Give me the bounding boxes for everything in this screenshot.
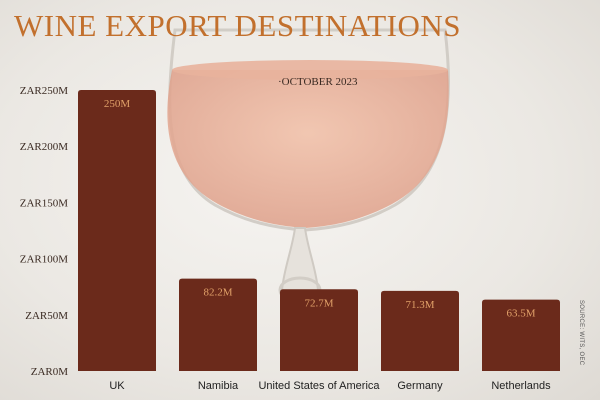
- chart-subtitle-text: OCTOBER 2023: [281, 76, 358, 88]
- y-tick-label: ZAR150M: [20, 197, 69, 209]
- bar: [179, 278, 257, 371]
- bar-value-label: 250M: [104, 98, 131, 110]
- bar: [381, 290, 459, 371]
- y-tick-label: ZAR0M: [31, 366, 69, 378]
- chart-subtitle: ·OCTOBER 2023: [278, 76, 358, 88]
- x-category-label: UK: [109, 380, 125, 392]
- y-tick-label: ZAR50M: [25, 310, 68, 322]
- source-note: SOURCE: WITS, OEC: [578, 300, 584, 366]
- bar-value-label: 71.3M: [405, 299, 434, 311]
- y-tick-label: ZAR100M: [20, 254, 69, 266]
- chart-title: WINE EXPORT DESTINATIONS: [14, 8, 461, 43]
- x-category-label: Netherlands: [491, 380, 551, 392]
- bar: [78, 90, 156, 371]
- x-category-label: Germany: [397, 380, 443, 392]
- bar-value-label: 63.5M: [506, 308, 535, 320]
- bar-value-label: 72.7M: [304, 297, 333, 309]
- bar-value-label: 82.2M: [203, 287, 232, 299]
- bar: [482, 299, 560, 371]
- x-category-label: United States of America: [258, 380, 380, 392]
- y-tick-label: ZAR250M: [20, 85, 69, 97]
- x-category-label: Namibia: [198, 380, 239, 392]
- y-tick-label: ZAR200M: [20, 141, 69, 153]
- bar: [280, 289, 358, 371]
